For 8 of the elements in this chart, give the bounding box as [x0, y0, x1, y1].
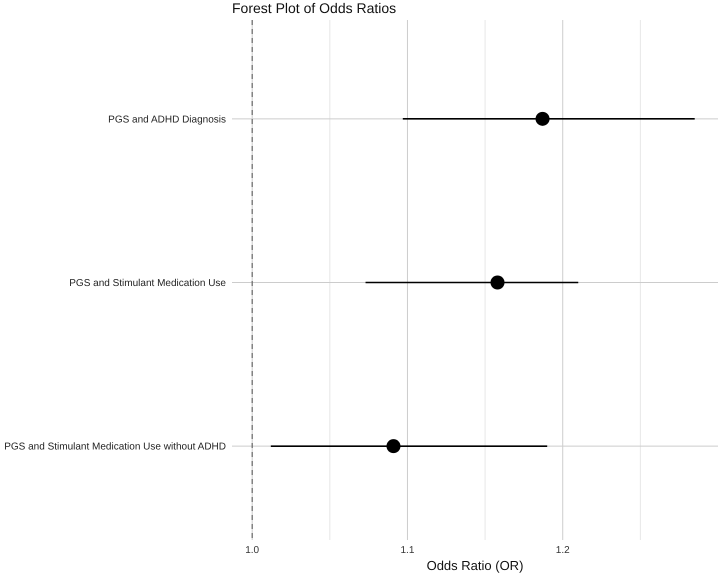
y-tick-label: PGS and Stimulant Medication Use [69, 278, 226, 289]
x-tick-label: 1.2 [556, 545, 570, 556]
y-tick-label: PGS and ADHD Diagnosis [108, 114, 226, 126]
chart-title: Forest Plot of Odds Ratios [232, 0, 396, 16]
y-tick-label: PGS and Stimulant Medication Use without ADHD [4, 442, 226, 453]
x-tick-label: 1.0 [245, 545, 260, 556]
x-tick-label: 1.1 [400, 545, 415, 556]
x-axis-title: Odds Ratio (OR) [426, 558, 524, 573]
